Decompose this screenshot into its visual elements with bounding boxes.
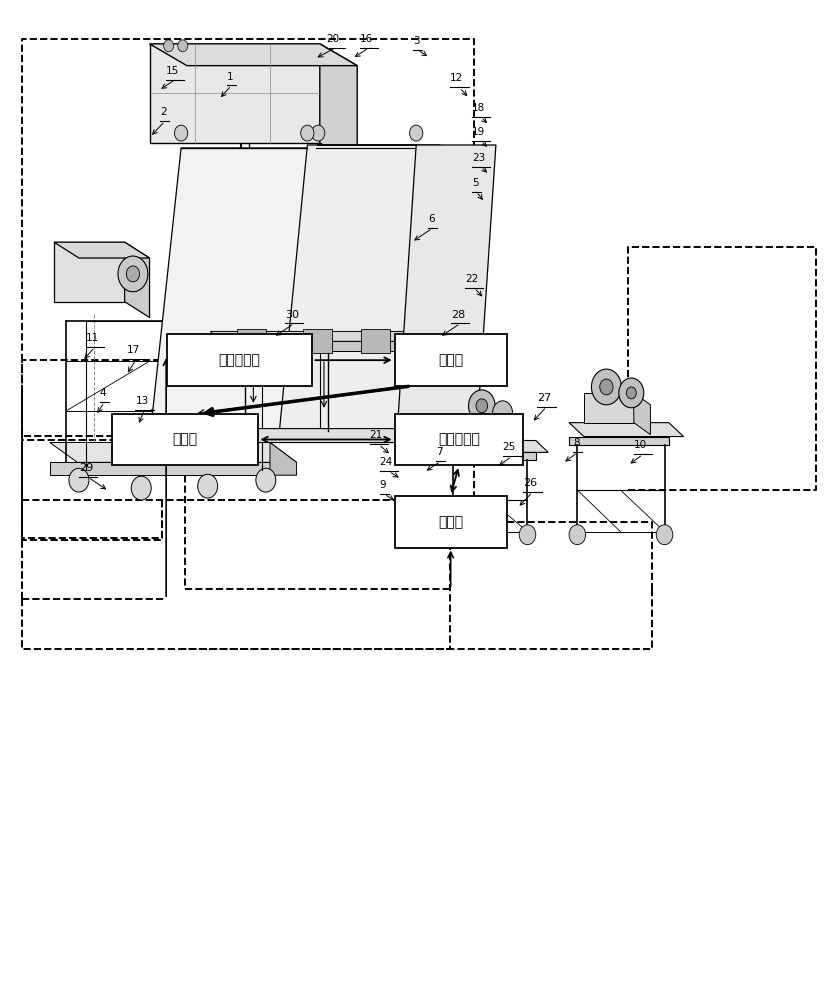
Text: 24: 24 [379,457,393,467]
Polygon shape [494,411,509,450]
Circle shape [164,40,174,52]
Text: 10: 10 [633,440,647,450]
Text: 5: 5 [472,178,478,188]
Text: 6: 6 [428,214,435,224]
Circle shape [175,125,188,141]
Polygon shape [237,329,266,353]
Text: 26: 26 [524,478,538,488]
Polygon shape [320,44,357,165]
FancyBboxPatch shape [167,334,312,386]
Text: 21: 21 [370,430,383,440]
Text: 3: 3 [413,36,420,46]
Circle shape [409,125,423,141]
Polygon shape [279,145,440,442]
Circle shape [131,476,151,500]
Polygon shape [149,44,357,66]
Text: 28: 28 [451,310,466,320]
Polygon shape [633,393,650,435]
Polygon shape [125,242,149,318]
Circle shape [445,525,461,545]
Text: 11: 11 [86,333,99,343]
Text: 15: 15 [166,66,180,76]
Text: 运动控制卡: 运动控制卡 [438,433,480,447]
Text: 22: 22 [465,274,478,284]
Text: 计算机: 计算机 [438,515,463,529]
Circle shape [300,125,314,141]
Polygon shape [445,452,536,460]
Text: 1: 1 [227,72,233,82]
Polygon shape [270,442,296,475]
Text: 30: 30 [285,310,299,320]
FancyBboxPatch shape [394,334,507,386]
Polygon shape [149,148,318,440]
Text: 25: 25 [503,442,516,452]
Polygon shape [396,145,496,445]
Circle shape [118,256,148,292]
Polygon shape [54,242,149,258]
Text: 7: 7 [436,447,443,457]
Polygon shape [50,462,270,475]
Circle shape [311,125,325,141]
Text: 9: 9 [379,480,386,490]
Polygon shape [569,423,684,437]
Circle shape [492,401,513,425]
Text: 驱动器: 驱动器 [172,433,197,447]
Circle shape [656,525,673,545]
Circle shape [619,378,644,408]
Polygon shape [149,429,428,442]
Circle shape [69,468,89,492]
Circle shape [627,387,636,399]
Circle shape [569,525,586,545]
FancyBboxPatch shape [112,414,258,465]
Polygon shape [362,329,390,353]
Text: 电荷放大器: 电荷放大器 [219,353,261,367]
Polygon shape [149,44,320,143]
Polygon shape [460,411,494,440]
Text: 4: 4 [100,388,107,398]
Text: 17: 17 [127,345,140,355]
FancyBboxPatch shape [394,496,507,548]
FancyBboxPatch shape [394,414,524,465]
Polygon shape [211,331,415,341]
Polygon shape [54,242,125,302]
Text: 29: 29 [79,463,93,473]
Circle shape [468,390,495,422]
Text: 2: 2 [160,107,167,117]
Polygon shape [584,393,633,423]
Text: 16: 16 [360,34,373,44]
Circle shape [198,474,217,498]
Circle shape [127,266,139,282]
Text: 8: 8 [573,438,580,448]
Text: 23: 23 [472,153,485,163]
Circle shape [591,369,622,405]
Polygon shape [303,329,332,353]
Circle shape [600,379,613,395]
Text: 20: 20 [326,34,340,44]
Polygon shape [445,440,548,452]
Circle shape [476,399,487,413]
Text: 端子板: 端子板 [438,353,463,367]
Circle shape [519,525,536,545]
Text: 12: 12 [451,73,463,83]
Text: 13: 13 [135,396,149,406]
Text: 19: 19 [472,127,485,137]
Circle shape [256,468,276,492]
Text: 18: 18 [472,103,485,113]
Text: 27: 27 [538,393,552,403]
Polygon shape [50,442,296,462]
Polygon shape [211,341,403,351]
Circle shape [178,40,188,52]
Polygon shape [569,437,669,445]
